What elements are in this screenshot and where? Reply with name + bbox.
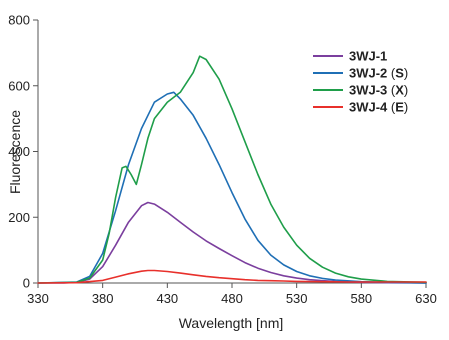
y-axis-title: Fluorescence bbox=[7, 110, 23, 194]
y-tick-label: 0 bbox=[23, 276, 30, 291]
y-tick-label: 200 bbox=[8, 210, 30, 225]
legend-paren: ) bbox=[404, 66, 408, 81]
x-tick-label: 580 bbox=[350, 291, 372, 306]
legend-label-paren: S bbox=[395, 66, 404, 81]
legend-paren: ) bbox=[404, 100, 408, 115]
series-layer bbox=[37, 55, 427, 284]
legend-paren: ( bbox=[387, 83, 396, 98]
legend-paren: ) bbox=[404, 83, 408, 98]
y-tick-label: 600 bbox=[8, 78, 30, 93]
legend-paren: ( bbox=[387, 66, 396, 81]
series-line-3wj-1 bbox=[37, 201, 427, 284]
legend-label: 3WJ-2 (S) bbox=[349, 66, 408, 81]
x-tick-label: 630 bbox=[415, 291, 437, 306]
legend-label-main: 3WJ-1 bbox=[349, 49, 387, 64]
legend-label: 3WJ-3 (X) bbox=[349, 83, 408, 98]
x-tick-label: 330 bbox=[27, 291, 49, 306]
x-tick-label: 380 bbox=[92, 291, 114, 306]
legend-label: 3WJ-4 (E) bbox=[349, 100, 408, 115]
legend-label-main: 3WJ-4 bbox=[349, 100, 388, 115]
legend-label-paren: X bbox=[395, 83, 404, 98]
legend-paren: ( bbox=[387, 100, 396, 115]
legend-label-main: 3WJ-3 bbox=[349, 83, 387, 98]
series-line-3wj-2 bbox=[37, 91, 427, 284]
x-axis-title: Wavelength [nm] bbox=[179, 315, 284, 331]
y-tick-label: 400 bbox=[8, 144, 30, 159]
series-line-3wj-3 bbox=[37, 55, 427, 284]
axes: 0 200 400 600 800 330 380 430 480 530 580 630 bbox=[8, 13, 437, 307]
x-tick-label: 430 bbox=[156, 291, 178, 306]
x-tick-label: 530 bbox=[286, 291, 308, 306]
legend-label-main: 3WJ-2 bbox=[349, 66, 387, 81]
y-tick-label: 800 bbox=[8, 13, 30, 28]
series-line-3wj-4 bbox=[37, 269, 427, 284]
legend-label: 3WJ-1 bbox=[349, 49, 387, 64]
x-tick-label: 480 bbox=[221, 291, 243, 306]
legend-label-paren: E bbox=[395, 100, 404, 115]
